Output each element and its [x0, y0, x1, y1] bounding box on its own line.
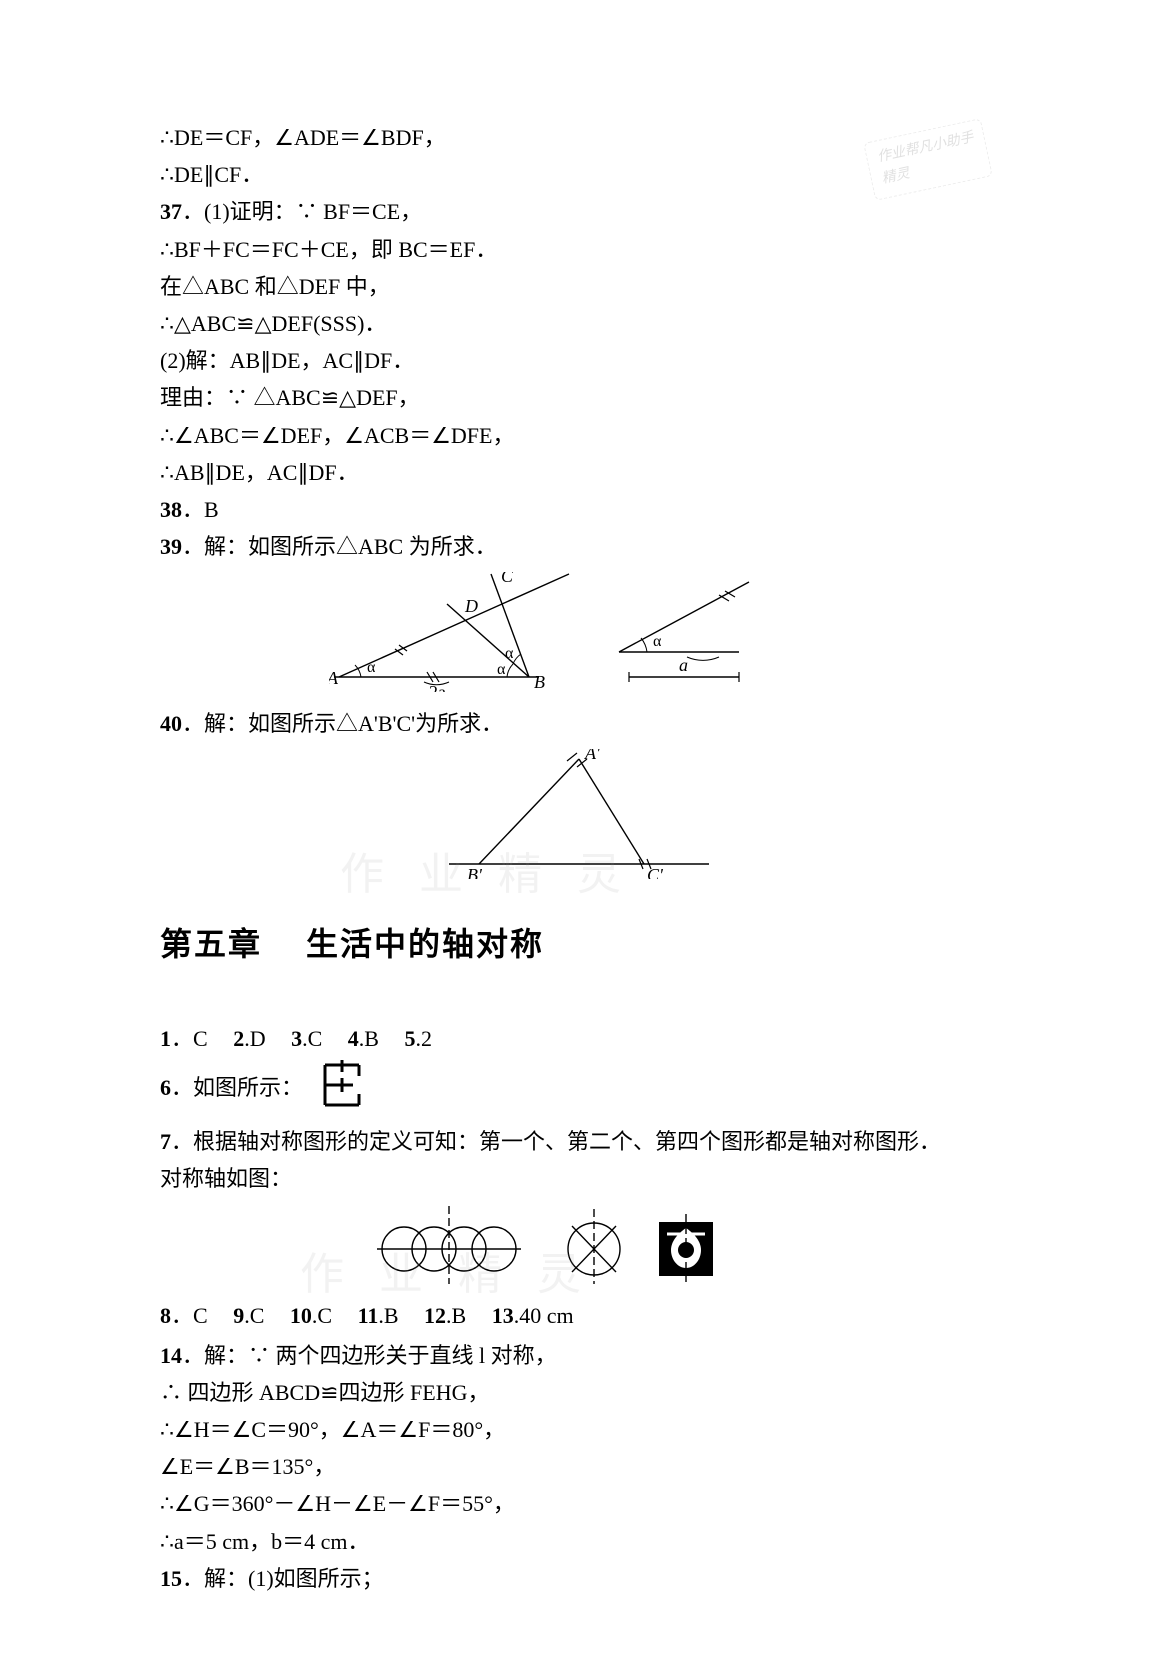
fig39-ralpha: α — [653, 633, 662, 650]
q7-l1: 7．根据轴对称图形的定义可知：第一个、第二个、第四个图形都是轴对称图形． — [160, 1124, 998, 1159]
q37-num: 37 — [160, 199, 182, 224]
q40-num: 40 — [160, 711, 182, 736]
watermark-bot: 作 业 精 灵 — [300, 1240, 593, 1310]
q14-l6: ∴a＝5 cm，b＝4 cm． — [160, 1524, 998, 1559]
q38: 38．B — [160, 492, 998, 527]
q6-num: 6 — [160, 1075, 171, 1100]
fig39-a1: α — [367, 659, 376, 676]
q37-l4: ∴△ABC≌△DEF(SSS)． — [160, 306, 998, 341]
q6: 6．如图所示： — [160, 1060, 998, 1120]
q37-l2: ∴BF＋FC＝FC＋CE，即 BC＝EF． — [160, 232, 998, 267]
q15-text: ．解：(1)如图所示； — [182, 1566, 384, 1591]
fig39-a3: α — [505, 645, 514, 662]
q7-l2: 对称轴如图： — [160, 1161, 998, 1196]
fig39-svg: A B C D 2a α α α α a — [329, 572, 829, 692]
q40: 40．解：如图所示△A'B'C'为所求． — [160, 706, 998, 741]
fig40-Cp: C' — [647, 865, 664, 879]
q7-t1: ．根据轴对称图形的定义可知：第一个、第二个、第四个图形都是轴对称图形． — [171, 1129, 941, 1154]
q37-l8: ∴AB∥DE，AC∥DF． — [160, 455, 998, 490]
fig6-inline — [315, 1060, 371, 1120]
q14-num: 14 — [160, 1343, 182, 1368]
q39: 39．解：如图所示△ABC 为所求． — [160, 529, 998, 564]
q39-text: ．解：如图所示△ABC 为所求． — [182, 534, 497, 559]
q14-l1: 14．解：∵ 两个四边形关于直线 l 对称， — [160, 1338, 998, 1373]
q14-l5: ∴∠G＝360°－∠H－∠E－∠F＝55°， — [160, 1486, 998, 1521]
r1a0: ．C — [171, 1026, 208, 1051]
q14-l2: ∴ 四边形 ABCD≌四边形 FEHG， — [160, 1375, 998, 1410]
q37-p1: ．(1)证明：∵ BF＝CE， — [182, 199, 422, 224]
q7-num: 7 — [160, 1129, 171, 1154]
r1a4: .2 — [415, 1026, 432, 1051]
r1n3: 4 — [348, 1026, 359, 1051]
fig39-lblC: C — [501, 572, 514, 586]
q37-l1: 37．(1)证明：∵ BF＝CE， — [160, 194, 998, 229]
r1a3: .B — [359, 1026, 379, 1051]
watermark-mid: 作 业 精 灵 — [340, 840, 633, 910]
q40-text: ．解：如图所示△A'B'C'为所求． — [182, 711, 503, 736]
q37-l7: ∴∠ABC＝∠DEF，∠ACB＝∠DFE， — [160, 418, 998, 453]
q37-p2: (2)解：AB∥DE，AC∥DF． — [160, 343, 998, 378]
q14-l3: ∴∠H＝∠C＝90°，∠A＝∠F＝80°， — [160, 1412, 998, 1447]
r1a1: .D — [244, 1026, 265, 1051]
q6-text: ．如图所示： — [171, 1075, 303, 1100]
fig39-lblA: A — [329, 668, 339, 688]
r1n0: 1 — [160, 1026, 171, 1051]
r1n1: 2 — [233, 1026, 244, 1051]
fig39-lblB: B — [534, 672, 545, 692]
r1n4: 5 — [404, 1026, 415, 1051]
q15-num: 15 — [160, 1566, 182, 1591]
fig39-ra: a — [679, 655, 688, 675]
q38-ans: ．B — [182, 497, 219, 522]
chapter-title: 第五章 生活中的轴对称 — [160, 919, 998, 970]
fig6-svg — [315, 1060, 371, 1110]
q15: 15．解：(1)如图所示； — [160, 1561, 998, 1596]
q14-t1: ．解：∵ 两个四边形关于直线 l 对称， — [182, 1343, 557, 1368]
q37-l6: 理由：∵ △ABC≌△DEF， — [160, 380, 998, 415]
r2n1: 9 — [233, 1303, 244, 1328]
q14-l4: ∠E＝∠B＝135°， — [160, 1449, 998, 1484]
r2n0: 8 — [160, 1303, 171, 1328]
r2a1: .C — [244, 1303, 264, 1328]
r1n2: 3 — [291, 1026, 302, 1051]
fig39-a2: α — [497, 661, 506, 678]
fig39-lbl2a: 2a — [429, 682, 446, 692]
fig40-Ap: A' — [584, 749, 601, 763]
fig39-block: A B C D 2a α α α α a — [160, 572, 998, 692]
r1a2: .C — [302, 1026, 322, 1051]
answers-row1: 1．C 2.D 3.C 4.B 5.2 — [160, 1021, 998, 1056]
q37-l3: 在△ABC 和△DEF 中， — [160, 269, 998, 304]
r2a0: ．C — [171, 1303, 208, 1328]
q39-num: 39 — [160, 534, 182, 559]
fig39-lblD: D — [464, 596, 478, 616]
q38-num: 38 — [160, 497, 182, 522]
